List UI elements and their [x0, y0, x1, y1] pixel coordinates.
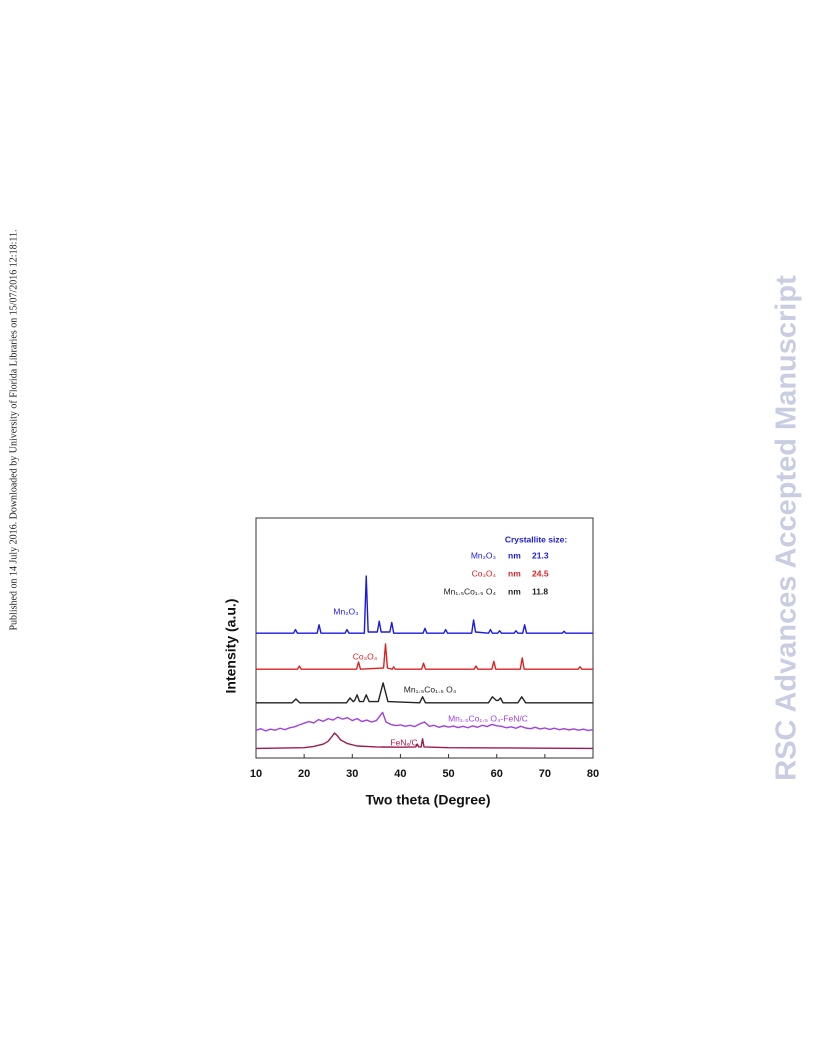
series-label: FeNₓ/C: [390, 737, 417, 747]
series-line: [256, 682, 593, 704]
x-tick-label: 30: [346, 768, 358, 780]
plot-frame: [255, 517, 594, 759]
series-label: Mn₁.₅Co₁.₅ O₄: [404, 684, 457, 694]
crystallite-name: Mn₁.₅Co₁.₅ O₄: [444, 586, 497, 596]
watermark: RSC Advances Accepted Manuscript: [771, 275, 803, 781]
x-tick-label: 10: [250, 768, 262, 780]
crystallite-name: Mn₂O₃: [471, 550, 496, 560]
x-tick-label: 60: [491, 768, 503, 780]
x-tick-label: 20: [298, 768, 310, 780]
series-line: [255, 711, 594, 732]
crystallite-name: Co₃O₄: [472, 568, 497, 578]
series-label: Co₃O₄: [353, 651, 378, 661]
y-axis-label: Intensity (a.u.): [223, 599, 239, 694]
x-tick-label: 80: [587, 768, 599, 780]
crystallite-value: 21.3: [532, 550, 549, 560]
crystallite-value: 24.5: [532, 568, 549, 578]
x-axis-label: Two theta (Degree): [366, 792, 491, 808]
x-tick-label: 40: [394, 768, 406, 780]
crystallite-title: Crystallite size:: [505, 534, 568, 544]
series-line: [255, 732, 594, 750]
series-line: [256, 575, 593, 634]
series-label: Mn₂O₃: [333, 606, 358, 616]
crystallite-value: 11.8: [532, 586, 548, 596]
crystallite-unit: nm: [508, 586, 521, 596]
sidebar-note: Published on 14 July 2016. Downloaded by…: [8, 230, 19, 631]
series-label: Mn₁.₅Co₁.₅ O₄-FeN/C: [448, 713, 528, 723]
x-tick-label: 50: [442, 768, 454, 780]
crystallite-unit: nm: [508, 568, 521, 578]
crystallite-unit: nm: [508, 550, 521, 560]
x-tick-label: 70: [539, 768, 551, 780]
series-line: [256, 643, 593, 670]
